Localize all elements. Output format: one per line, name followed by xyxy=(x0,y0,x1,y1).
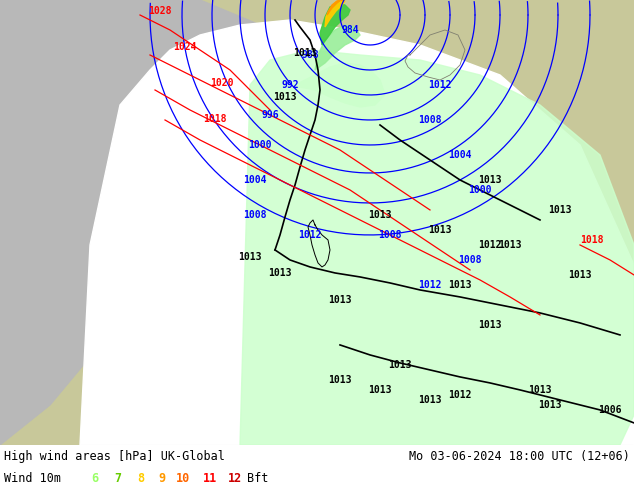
Text: 1008: 1008 xyxy=(458,255,482,265)
Text: 1013: 1013 xyxy=(328,295,352,305)
Text: 1013: 1013 xyxy=(368,210,392,220)
Text: 11: 11 xyxy=(203,472,217,486)
Text: 1018: 1018 xyxy=(580,235,604,245)
Text: 8: 8 xyxy=(138,472,145,486)
Text: 1013: 1013 xyxy=(548,205,572,215)
Text: 1013: 1013 xyxy=(418,395,442,405)
Text: 1004: 1004 xyxy=(448,150,472,160)
Polygon shape xyxy=(0,0,290,445)
Text: 1006: 1006 xyxy=(598,405,622,415)
Text: 1024: 1024 xyxy=(173,42,197,52)
Text: 1013: 1013 xyxy=(478,175,501,185)
Text: 1013: 1013 xyxy=(498,240,522,250)
Text: 1013: 1013 xyxy=(388,360,411,370)
Text: 1012: 1012 xyxy=(418,280,442,290)
Text: 1013: 1013 xyxy=(368,385,392,395)
Text: 1013: 1013 xyxy=(428,225,452,235)
Text: 1013: 1013 xyxy=(448,280,472,290)
Polygon shape xyxy=(327,0,343,15)
Text: 1004: 1004 xyxy=(243,175,267,185)
Text: Bft: Bft xyxy=(247,472,269,486)
Text: 984: 984 xyxy=(341,25,359,35)
Polygon shape xyxy=(320,3,350,45)
Text: 992: 992 xyxy=(281,80,299,90)
Text: 1013: 1013 xyxy=(273,92,297,102)
Text: 1013: 1013 xyxy=(294,48,317,58)
Text: High wind areas [hPa] UK-Global: High wind areas [hPa] UK-Global xyxy=(4,450,225,464)
Polygon shape xyxy=(240,50,634,445)
Text: 1028: 1028 xyxy=(148,6,172,16)
Text: 1012: 1012 xyxy=(428,80,452,90)
Text: 1012: 1012 xyxy=(448,390,472,400)
Text: 7: 7 xyxy=(115,472,122,486)
Text: 1008: 1008 xyxy=(378,230,402,240)
Text: 1020: 1020 xyxy=(210,78,234,88)
Text: 1008: 1008 xyxy=(243,210,267,220)
Text: 1013: 1013 xyxy=(478,320,501,330)
Text: 1018: 1018 xyxy=(204,114,227,124)
Polygon shape xyxy=(315,25,360,70)
Text: 1013: 1013 xyxy=(268,268,292,278)
Text: 1000: 1000 xyxy=(249,140,272,150)
Polygon shape xyxy=(290,63,385,107)
Text: 1013: 1013 xyxy=(568,270,592,280)
Text: 996: 996 xyxy=(261,110,279,120)
Text: 1008: 1008 xyxy=(418,115,442,125)
Text: 1013: 1013 xyxy=(328,375,352,385)
Text: 9: 9 xyxy=(158,472,165,486)
Text: 6: 6 xyxy=(91,472,98,486)
Text: Wind 10m: Wind 10m xyxy=(4,472,61,486)
Text: 10: 10 xyxy=(176,472,190,486)
Text: 1012: 1012 xyxy=(298,230,321,240)
Text: 988: 988 xyxy=(301,50,319,60)
Text: Mo 03-06-2024 18:00 UTC (12+06): Mo 03-06-2024 18:00 UTC (12+06) xyxy=(409,450,630,464)
Text: 1013: 1013 xyxy=(528,385,552,395)
Text: 1013: 1013 xyxy=(238,252,262,262)
Text: 1000: 1000 xyxy=(469,185,492,195)
Polygon shape xyxy=(80,20,634,445)
Polygon shape xyxy=(325,0,345,27)
Text: 1012: 1012 xyxy=(478,240,501,250)
Text: 1013: 1013 xyxy=(538,400,562,410)
Text: 12: 12 xyxy=(228,472,242,486)
